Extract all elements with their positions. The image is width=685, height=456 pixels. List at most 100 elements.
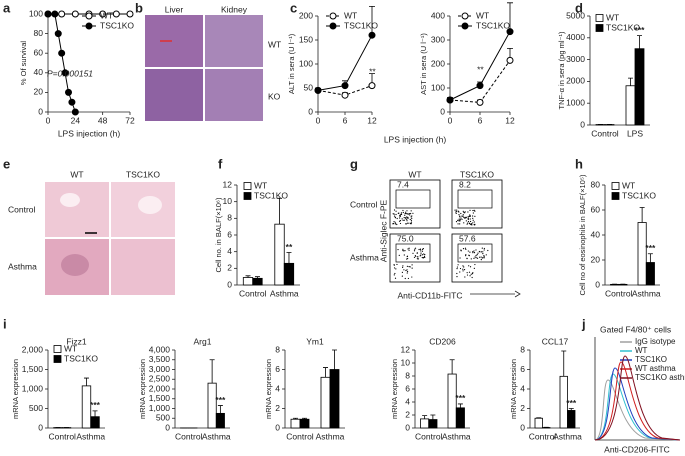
flow-dot (465, 216, 467, 218)
x-tick-label: 48 (98, 115, 108, 125)
error-bar (561, 350, 567, 377)
y-tick-label: 2 (275, 403, 280, 413)
flow-dot (407, 216, 409, 218)
flow-dot (466, 274, 469, 276)
flow-dot (472, 252, 474, 254)
y-tick-label: 4 (275, 383, 280, 393)
flow-dot (467, 250, 469, 252)
flow-dot (469, 266, 472, 268)
error-bar (83, 377, 89, 386)
legend-label: TSC1KO (476, 20, 510, 30)
x-tick-label: Asthma (442, 431, 471, 441)
error-bar (217, 405, 223, 414)
flow-dot (455, 212, 457, 215)
y-tick-label: 8 (520, 344, 525, 354)
y-tick-label: 40 (34, 67, 44, 77)
flow-dot (460, 217, 462, 219)
x-tick-label: Control (415, 431, 443, 441)
x-tick-label: Control (49, 431, 77, 441)
chart: 0 20 40 60 80 100 % Of survival 0 24 48 72 LPS inje… (19, 8, 135, 138)
y-tick-label: 1,500 (149, 393, 171, 403)
y-axis-label: mRNA expression (264, 359, 273, 419)
flow-dot (479, 251, 481, 253)
marker (58, 49, 66, 57)
panel-letter: b (135, 0, 143, 15)
flow-dot (477, 252, 479, 254)
flow-dot (393, 267, 396, 269)
x-tick-label: Control (239, 288, 267, 298)
legend-label: WT (606, 12, 619, 22)
column-label: TSC1KO (126, 169, 160, 179)
panel-title: Gated F4/80⁺ cells (600, 324, 671, 334)
y-tick-label: 8 (227, 213, 232, 223)
marker (71, 108, 79, 116)
y-tick-label: 4,000 (149, 344, 171, 354)
marker (368, 82, 376, 90)
flow-dot (480, 251, 483, 253)
flow-dot (472, 219, 474, 221)
flow-dot (470, 258, 472, 260)
y-tick-label: 100 (29, 8, 43, 18)
x-tick-label: Control (529, 431, 557, 441)
flow-dot (463, 222, 465, 224)
marker (112, 10, 120, 18)
flow-dot (418, 248, 420, 251)
histogram-curve (594, 355, 681, 441)
bar (290, 418, 301, 429)
y-tick-label: 1,500 (22, 364, 44, 374)
flow-dot (423, 253, 425, 255)
flow-dot (456, 266, 459, 268)
flow-dot (463, 216, 465, 218)
bar (329, 369, 340, 429)
error-bar (647, 253, 653, 263)
flow-dot (406, 258, 408, 260)
legend-swatch (53, 355, 62, 363)
gate (395, 189, 431, 209)
legend-swatch (243, 182, 252, 190)
column-label: TSC1KO (460, 169, 494, 179)
panel-letter: g (350, 156, 358, 171)
y-tick-label: 6 (520, 364, 525, 374)
flow-dot (410, 216, 412, 218)
flow-dot (469, 218, 471, 220)
flow-dot (406, 272, 408, 274)
bar (283, 262, 295, 286)
x-tick-label: Asthma (270, 288, 299, 298)
y-tick-label: 0 (405, 422, 410, 432)
flow-dot (406, 257, 409, 260)
error-bar (457, 403, 463, 408)
bar (455, 407, 465, 429)
bar (625, 85, 636, 126)
flow-dot (464, 217, 466, 219)
flow-dot (483, 247, 485, 250)
annotation: *** (215, 395, 226, 405)
y-tick-label: 500 (156, 413, 170, 423)
image-tile (45, 182, 109, 237)
flow-dot (463, 269, 466, 271)
flow-dot (401, 275, 403, 277)
bar (567, 410, 576, 429)
legend-swatch (243, 192, 252, 200)
bar (81, 385, 92, 429)
flow-dot (414, 248, 416, 250)
flow-dot (421, 248, 424, 250)
flow-dot (473, 250, 475, 252)
flow-dot (393, 213, 395, 215)
flow-dot (456, 272, 458, 275)
y-tick-label: 8 (275, 344, 280, 354)
gate-value: 7.4 (397, 179, 409, 189)
flow-dot (394, 277, 397, 279)
flow-dot (467, 221, 470, 223)
flow-dot (468, 271, 471, 273)
legend-label: WT (635, 346, 648, 355)
flow-dot (459, 257, 461, 259)
flow-dot (404, 212, 406, 215)
line (48, 13, 76, 113)
bar (645, 262, 655, 286)
y-tick-label: 100 (431, 82, 445, 92)
y-tick-label: 2 (520, 403, 525, 413)
flow-dot (396, 217, 398, 220)
error-bar (332, 349, 337, 370)
y-tick-label: 6 (227, 229, 232, 239)
flow-dot (393, 215, 396, 217)
